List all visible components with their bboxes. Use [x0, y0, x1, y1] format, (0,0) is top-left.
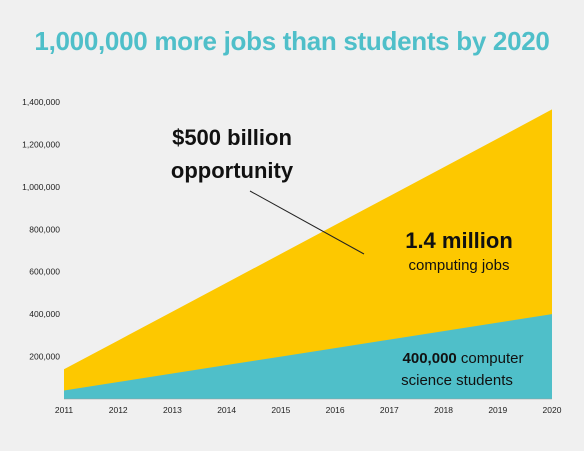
series-area-students: [64, 314, 552, 399]
x-axis-ticks: 2011 2012 2013 2014 2015 2016 2017 2018 2019 2020: [55, 405, 562, 415]
x-tick-label: 2020: [543, 405, 562, 415]
x-tick-label: 2019: [488, 405, 507, 415]
x-tick-label: 2014: [217, 405, 236, 415]
x-tick-label: 2017: [380, 405, 399, 415]
annotation-jobs-line2: computing jobs: [409, 257, 510, 274]
annotation-students-bold: 400,000: [403, 350, 457, 367]
annotation-jobs-line1: 1.4 million: [405, 228, 513, 253]
x-tick-label: 2018: [434, 405, 453, 415]
annotation-opportunity-line1: $500 billion: [172, 125, 292, 150]
x-tick-label: 2012: [109, 405, 128, 415]
annotation-pointer-line: [249, 190, 365, 255]
area-layer: [64, 109, 552, 400]
annotation-students-line2: science students: [401, 372, 513, 389]
y-tick-label: 1,000,000: [22, 182, 60, 192]
y-tick-label: 400,000: [29, 309, 60, 319]
y-tick-label: 800,000: [29, 224, 60, 234]
x-tick-label: 2013: [163, 405, 182, 415]
y-tick-label: 1,400,000: [22, 97, 60, 107]
x-tick-label: 2011: [55, 405, 74, 415]
annotation-opportunity-line2: opportunity: [171, 158, 294, 183]
x-tick-label: 2015: [271, 405, 290, 415]
annotation-students-line1-rest: computer: [457, 350, 524, 367]
y-axis-ticks: 1,400,000 1,200,000 1,000,000 800,000 600,00…: [22, 97, 60, 362]
y-tick-label: 600,000: [29, 267, 60, 277]
y-tick-label: 1,200,000: [22, 139, 60, 149]
series-area-jobs: [64, 109, 552, 400]
chart-title: 1,000,000 more jobs than students by 202…: [34, 26, 550, 56]
x-tick-label: 2016: [326, 405, 345, 415]
annotation-students-line1: 400,000 computer: [403, 350, 524, 367]
y-tick-label: 200,000: [29, 352, 60, 362]
